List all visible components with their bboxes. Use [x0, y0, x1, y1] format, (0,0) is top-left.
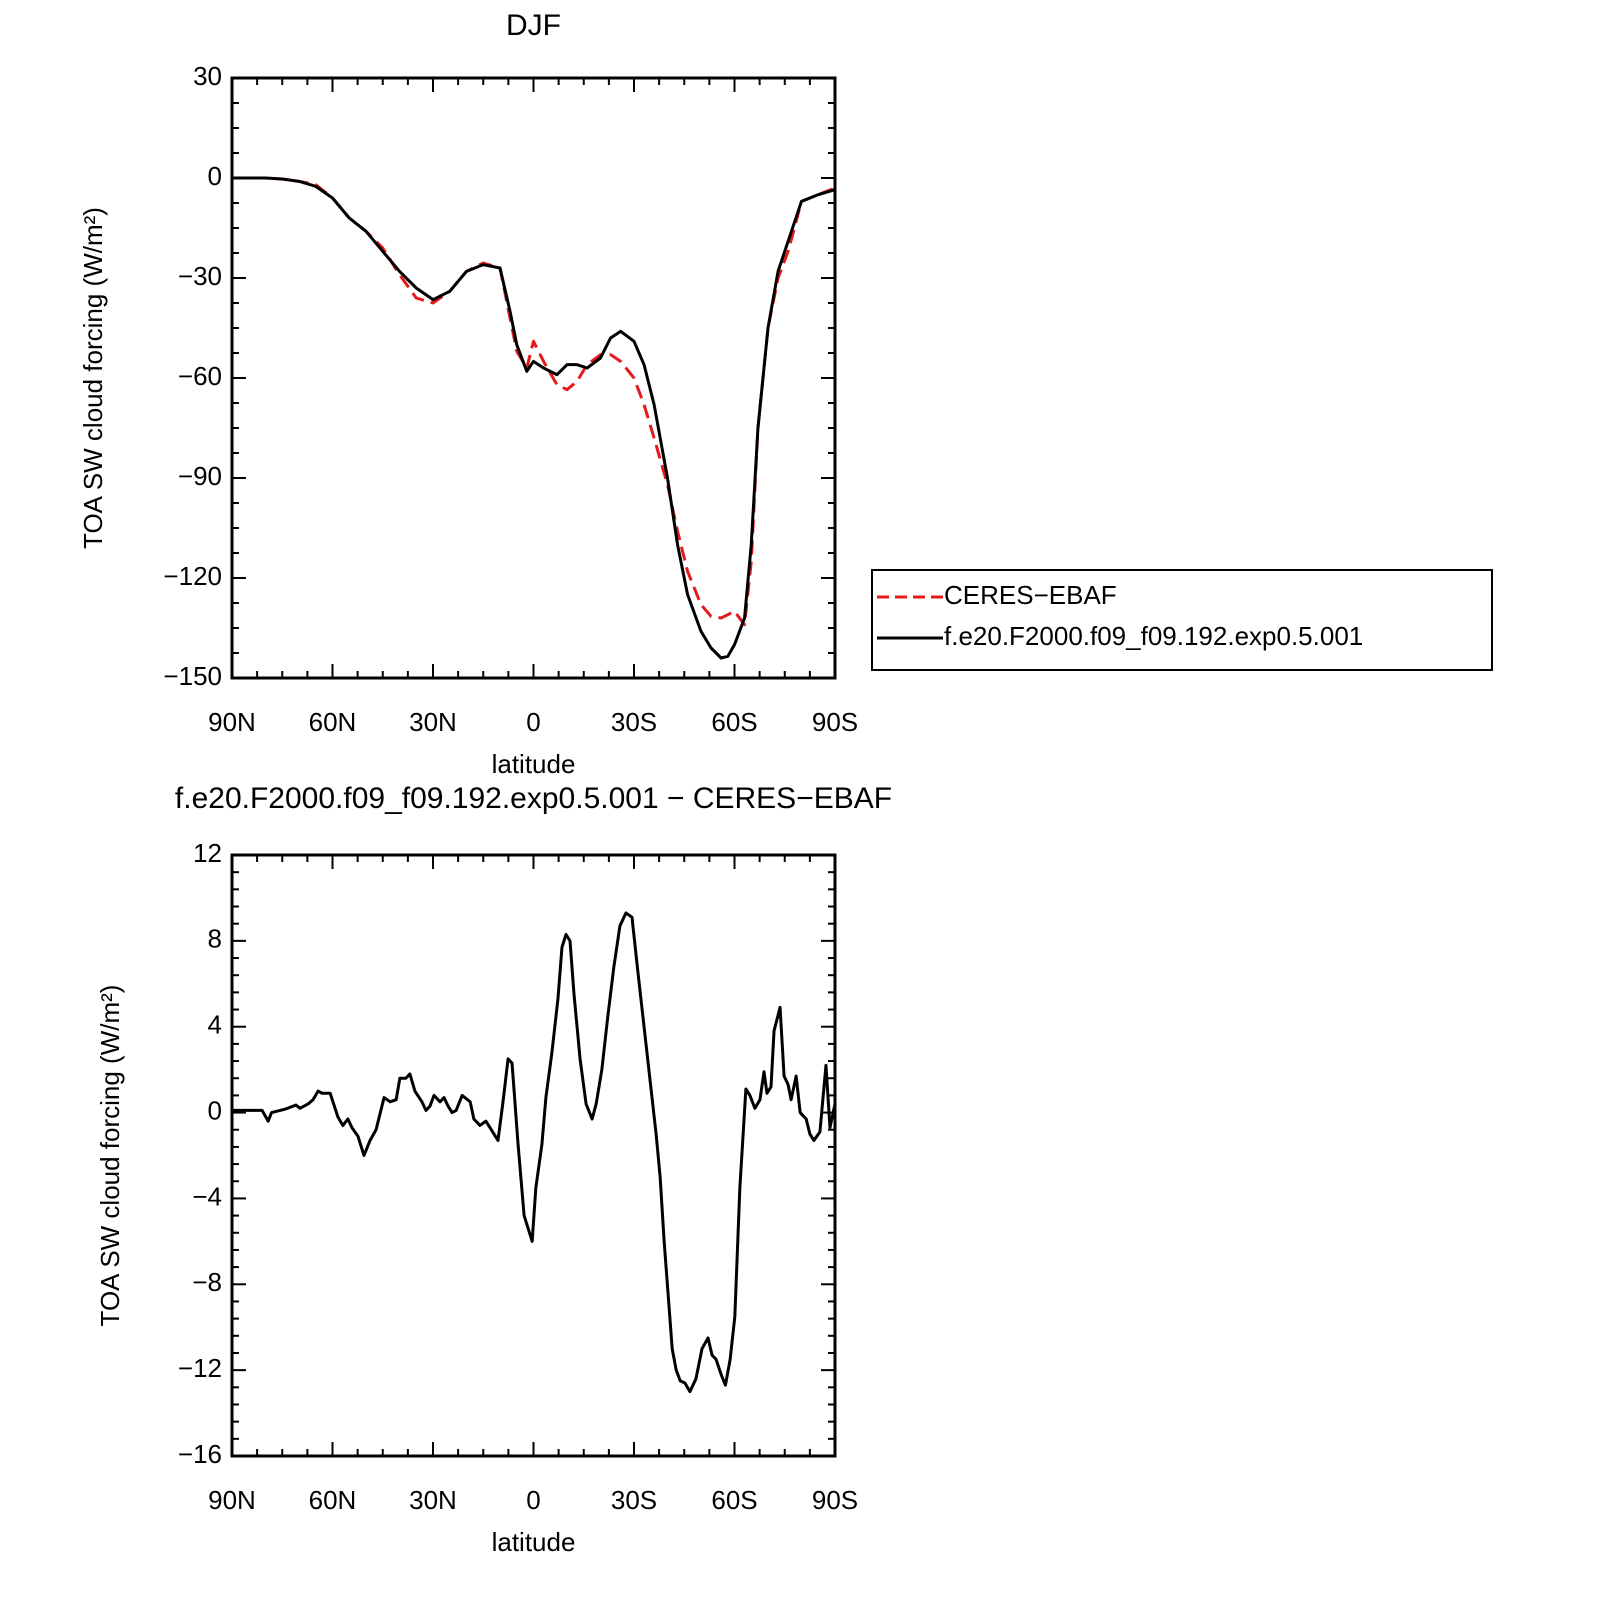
y-tick-label: −90 [178, 461, 222, 491]
y-tick-label: 0 [208, 1095, 222, 1125]
x-tick-label: 0 [526, 707, 540, 737]
plot-frame [230, 76, 837, 680]
x-tick-label: 30S [611, 707, 657, 737]
plot-frame [230, 853, 837, 1458]
x-tick-label: 60N [309, 1485, 357, 1515]
x-tick-label: 90S [812, 1485, 858, 1515]
x-axis-label: latitude [492, 1527, 576, 1557]
y-tick-label: 12 [193, 838, 222, 868]
x-tick-label: 60S [711, 707, 757, 737]
y-tick-label: −60 [178, 361, 222, 391]
y-axis-label: TOA SW cloud forcing (W/m²) [78, 207, 108, 549]
y-axis-label: TOA SW cloud forcing (W/m²) [95, 985, 125, 1327]
y-tick-label: −16 [178, 1439, 222, 1469]
x-tick-label: 90S [812, 707, 858, 737]
y-tick-label: −120 [163, 561, 222, 591]
y-tick-label: 0 [208, 161, 222, 191]
x-tick-label: 30N [409, 707, 457, 737]
x-tick-label: 30N [409, 1485, 457, 1515]
chart-title: DJF [506, 9, 561, 42]
y-tick-label: −8 [192, 1267, 222, 1297]
series-line [232, 911, 837, 1394]
legend-label: CERES−EBAF [944, 580, 1117, 610]
y-tick-label: 4 [208, 1010, 222, 1040]
chart-title: f.e20.F2000.f09_f09.192.exp0.5.001 − CER… [175, 782, 892, 815]
y-tick-label: 30 [193, 61, 222, 91]
x-tick-label: 90N [208, 1485, 256, 1515]
y-tick-label: −30 [178, 261, 222, 291]
legend-box [871, 569, 1493, 671]
x-tick-label: 0 [526, 1485, 540, 1515]
legend-label: f.e20.F2000.f09_f09.192.exp0.5.001 [944, 621, 1363, 651]
x-tick-label: 60S [711, 1485, 757, 1515]
x-tick-label: 90N [208, 707, 256, 737]
series-line [232, 176, 836, 627]
y-tick-label: −4 [192, 1181, 222, 1211]
x-axis-label: latitude [492, 749, 576, 779]
series-line [232, 176, 836, 660]
y-tick-label: −12 [178, 1353, 222, 1383]
x-tick-label: 30S [611, 1485, 657, 1515]
x-tick-label: 60N [309, 707, 357, 737]
y-tick-label: 8 [208, 924, 222, 954]
y-tick-label: −150 [163, 661, 222, 691]
